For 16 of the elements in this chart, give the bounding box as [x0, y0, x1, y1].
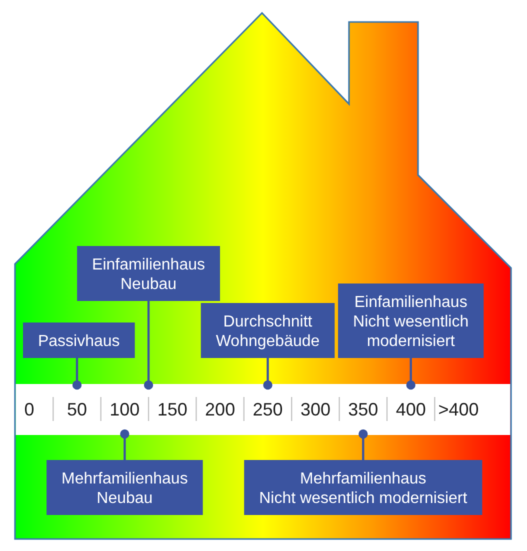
x-tick-label: 0: [24, 399, 34, 420]
x-tick-label: 300: [300, 399, 330, 420]
annotation: Mehrfamilienhaus Nicht wesentlich modernisiert: [259, 470, 468, 507]
x-tick-label: 200: [205, 399, 236, 420]
x-tick-label: 50: [66, 399, 88, 420]
annotation: Mehrfamilienhaus Neubau: [62, 470, 188, 507]
annotation: Einfamilienhaus Nicht wesentlich modernisiert: [353, 294, 469, 350]
x-tick-label: 250: [252, 399, 283, 420]
annotation: Durchschnitt Wohngebäude: [216, 313, 320, 350]
annotation: Einfamilienhaus Neubau: [92, 256, 206, 293]
x-tick-label: 350: [348, 399, 378, 420]
x-tick-label: 400: [396, 399, 426, 420]
x-tick-label: 100: [110, 399, 140, 420]
x-tick-label: 150: [157, 399, 188, 420]
annotation: Passivhaus: [38, 332, 120, 350]
x-tick-label: >400: [438, 399, 479, 420]
